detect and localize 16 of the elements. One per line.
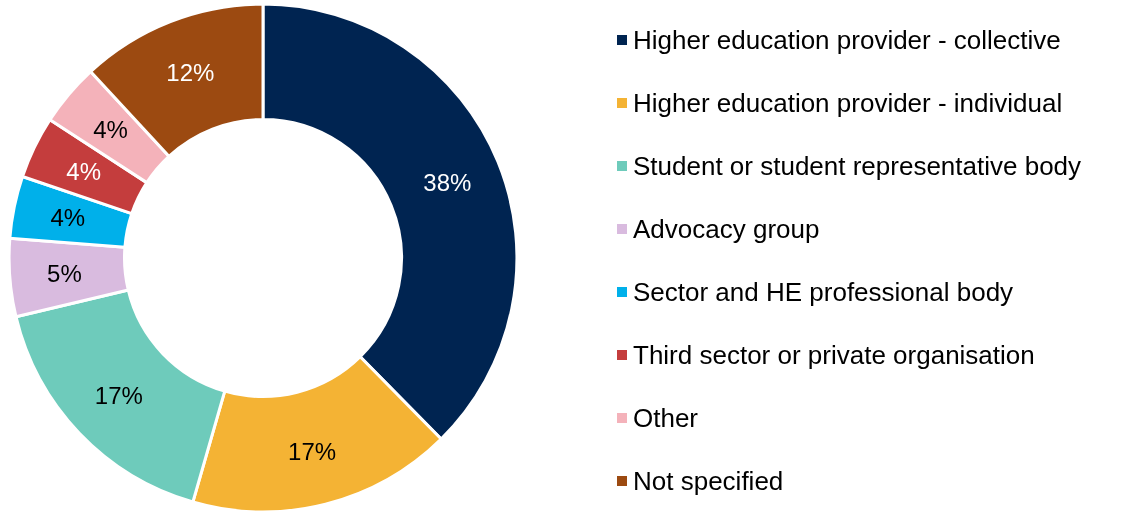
legend-label: Third sector or private organisation (633, 340, 1035, 370)
data-label: 17% (94, 382, 143, 410)
data-label: 4% (66, 157, 102, 185)
data-label: 38% (423, 168, 472, 196)
data-label: 12% (166, 59, 215, 86)
legend-label: Advocacy group (633, 214, 820, 244)
data-label: 17% (288, 437, 337, 465)
legend-label: Sector and HE professional body (633, 277, 1014, 307)
legend-label: Not specified (633, 466, 784, 496)
data-label: 5% (47, 259, 82, 287)
data-label: 4% (93, 116, 128, 144)
legend-label: Higher education provider - collective (633, 25, 1061, 55)
legend-label: Student or student representative body (633, 151, 1082, 181)
legend-label: Other (633, 403, 699, 433)
legend-label: Higher education provider - individual (633, 88, 1063, 118)
data-label: 4% (50, 204, 86, 232)
